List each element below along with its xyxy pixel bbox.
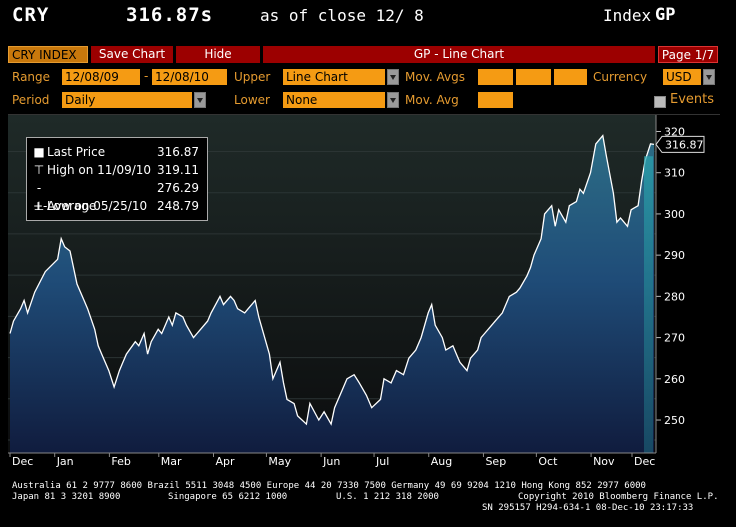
price-area [9,134,655,453]
mov-avg-input-2[interactable] [516,69,551,85]
legend-avg-label: Average [47,199,97,213]
upper-label: Upper [234,70,271,84]
period-label: Period [12,93,50,107]
x-tick-label: Jan [56,455,74,467]
x-tick-label: Aug [431,455,452,467]
period-dropdown-icon[interactable] [194,92,206,108]
y-tick-label: 320 [664,125,685,138]
events-checkbox[interactable] [654,96,666,108]
legend-avg-value: 276.29 [157,181,199,195]
currency-select[interactable]: USD [663,69,701,85]
footer-japan: Japan 81 3 3201 8900 [12,492,121,502]
function-code: GP [655,5,676,25]
x-tick-label: Feb [111,455,130,467]
last-price-tag: 316.87 [655,135,705,153]
x-tick-label: Dec [12,455,33,467]
legend-high: ⊤ High on 11/09/10 319.11 [33,161,203,179]
x-tick-label: Mar [161,455,182,467]
x-tick-label: May [268,455,291,467]
mov-avg-input-3[interactable] [554,69,587,85]
footer-copyright: Copyright 2010 Bloomberg Finance L.P. [518,492,719,502]
low-marker-icon: ⊥ [33,199,45,213]
upper-dropdown-icon[interactable] [387,69,399,85]
mov-avgs-label: Mov. Avgs [405,70,465,84]
lower-mov-avg-input[interactable] [478,92,513,108]
high-marker-icon: ⊤ [33,163,45,177]
x-tick-label: Nov [593,455,615,467]
legend-last-value: 316.87 [157,145,199,159]
currency-label: Currency [593,70,648,84]
range-end-input[interactable]: 12/08/10 [152,69,227,85]
upper-chart-select[interactable]: Line Chart [283,69,385,85]
price-tag-value: 316.87 [665,138,704,151]
last-price: 316.87s [126,4,214,26]
lower-chart-select[interactable]: None [283,92,385,108]
chart-type-title: GP - Line Chart [263,46,655,63]
footer-session: SN 295157 H294-634-1 08-Dec-10 23:17:33 [482,503,694,513]
events-label[interactable]: Events [670,92,715,107]
legend-last-label: Last Price [47,145,106,159]
save-chart-button[interactable]: Save Chart [91,46,173,63]
period-select[interactable]: Daily [62,92,192,108]
hide-button[interactable]: Hide [176,46,260,63]
price-line [9,134,655,426]
footer-phones: Australia 61 2 9777 8600 Brazil 5511 304… [12,481,646,491]
legend-low-value: 248.79 [157,199,199,213]
index-label: Index [603,6,652,25]
range-start-input[interactable]: 12/08/09 [62,69,140,85]
chart-legend: ■ Last Price 316.87 ⊤ High on 11/09/10 319… [26,137,208,221]
x-axis: DecJanFebMarAprMayJunJulAugSepOctNovDec2… [8,452,656,467]
y-tick-label: 250 [664,414,685,427]
legend-low-label: Low on 05/25/10 [47,199,148,213]
price-chart[interactable]: 250 260 270 280 290 300 310 320 Dec Jan Feb Mar Apr… [8,114,720,467]
x-tick-label: Dec [634,455,655,467]
last-bar-highlight [644,156,653,453]
legend-low: ⊥ Low on 05/25/10 248.79 [33,197,203,215]
y-tick-label: 300 [664,208,685,221]
x-tick-label: Jun [322,455,340,467]
currency-dropdown-icon[interactable] [703,69,715,85]
as-of-date: as of close 12/ 8 [260,6,424,25]
y-tick-label: 310 [664,167,685,180]
y-axis: 250 260 270 280 290 300 310 320 [655,115,685,453]
y-tick-label: 260 [664,373,685,386]
legend-high-value: 319.11 [157,163,199,177]
range-separator: - [144,69,149,83]
lower-dropdown-icon[interactable] [387,92,399,108]
footer-singapore: Singapore 65 6212 1000 [168,492,288,502]
x-tick-label: Apr [215,455,235,467]
y-tick-label: 280 [664,290,685,303]
x-tick-label: Oct [538,455,558,467]
security-field[interactable]: CRY INDEX [8,46,88,63]
page-indicator[interactable]: Page 1/7 [658,46,718,63]
y-tick-label: 290 [664,249,685,262]
price-tag-box [655,135,705,153]
square-icon: ■ [33,145,45,159]
footer-us: U.S. 1 212 318 2000 [336,492,439,502]
average-marker-icon: -+- [33,181,48,213]
price-area-fill [10,135,654,453]
mov-avg-input-1[interactable] [478,69,513,85]
legend-high-label: High on 11/09/10 [47,163,152,177]
ticker-symbol: CRY [12,4,50,26]
mov-avg-label: Mov. Avg [405,93,459,107]
x-tick-label: Jul [375,455,389,467]
legend-average: -+-Average 276.29 [33,179,203,213]
lower-label: Lower [234,93,270,107]
chart-canvas: 250 260 270 280 290 300 310 320 Dec Jan Feb Mar Apr… [8,115,705,467]
x-tick-label: Sep [485,455,506,467]
legend-last: ■ Last Price 316.87 [33,143,203,161]
y-tick-label: 270 [664,332,685,345]
range-label: Range [12,70,51,84]
